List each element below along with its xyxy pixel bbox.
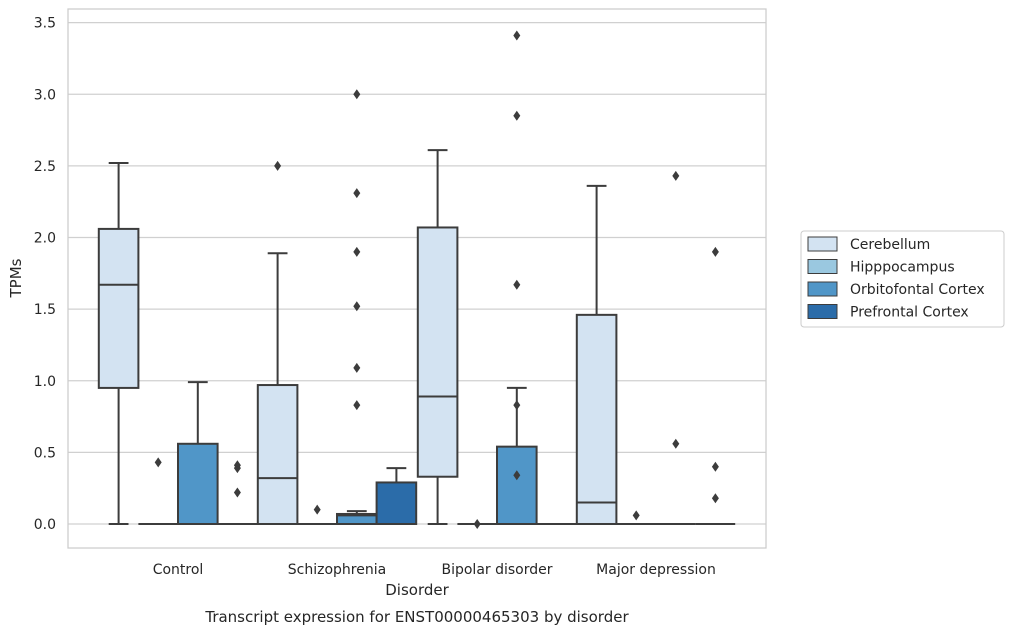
legend-swatch [807,259,838,274]
outlier-point [353,362,361,373]
x-tick-label: Major depression [596,562,716,578]
outliers [154,30,719,529]
box-cerebellum [256,252,299,525]
outlier-point [353,89,361,100]
box-prefrontal-cortex [375,467,418,525]
box-orbitofontal-cortex [336,510,378,525]
y-tick-labels: 0.0 0.5 1.0 1.5 2.0 2.5 3.0 3.5 [34,16,56,533]
outlier-point [711,493,719,504]
outlier-point [233,487,241,498]
y-axis-label: TPMs [7,258,25,298]
y-tick-label: 0.5 [34,445,56,461]
outlier-point [711,461,719,472]
y-tick-label: 2.0 [34,231,56,247]
outlier-point [711,246,719,257]
box-body [97,227,140,389]
box-body [256,384,299,525]
legend: Cerebellum Hipppocampus Orbitofontal Corte… [800,230,1005,328]
box-cerebellum [97,162,140,525]
chart-caption: Transcript expression for ENST0000046530… [204,608,629,626]
y-tick-label: 1.0 [34,374,56,390]
outlier-point [672,438,680,449]
legend-label: Orbitofontal Cortex [850,282,985,298]
legend-swatch [807,281,838,297]
y-tick-label: 1.5 [34,302,56,318]
outlier-point [473,519,481,529]
box-body [375,481,418,525]
x-tick-label: Schizophrenia [288,562,386,578]
box-orbitofontal-cortex [496,386,538,525]
y-tick-label: 3.5 [34,16,56,32]
x-tick-labels: Control Schizophrenia Bipolar disorder Majo… [153,562,716,578]
box-orbitofontal-cortex [177,381,219,525]
box-cerebellum [575,184,618,526]
outlier-point [513,30,521,41]
outlier-point [672,170,680,181]
outlier-point [353,246,361,257]
box-body [496,445,538,525]
outlier-point [353,301,361,312]
x-tick-label: Bipolar disorder [441,562,552,578]
legend-swatch [807,304,838,319]
box-cerebellum [416,149,459,525]
legend-swatch [807,236,838,252]
x-tick-label: Control [153,562,204,578]
legend-label: Hipppocampus [850,260,955,276]
legend-label: Prefrontal Cortex [850,305,969,321]
y-tick-label: 0.0 [34,517,56,533]
outlier-point [513,470,521,481]
box-body [416,226,459,478]
plot-frame [67,8,767,549]
outlier-point [632,510,640,521]
outlier-point [233,463,241,474]
box-body [177,442,219,525]
box-body [575,313,618,526]
legend-frame [800,230,1005,328]
outlier-point [313,504,321,515]
outlier-point [274,160,282,171]
boxes [97,149,736,526]
outlier-point [353,188,361,199]
outlier-point [353,400,361,411]
y-tick-label: 3.0 [34,87,56,103]
legend-label: Cerebellum [850,237,930,253]
outlier-point [513,110,521,121]
outlier-point [513,400,521,411]
outlier-point [513,279,521,290]
y-tick-label: 2.5 [34,159,56,175]
x-axis-label: Disorder [385,581,449,599]
outlier-point [154,457,162,468]
